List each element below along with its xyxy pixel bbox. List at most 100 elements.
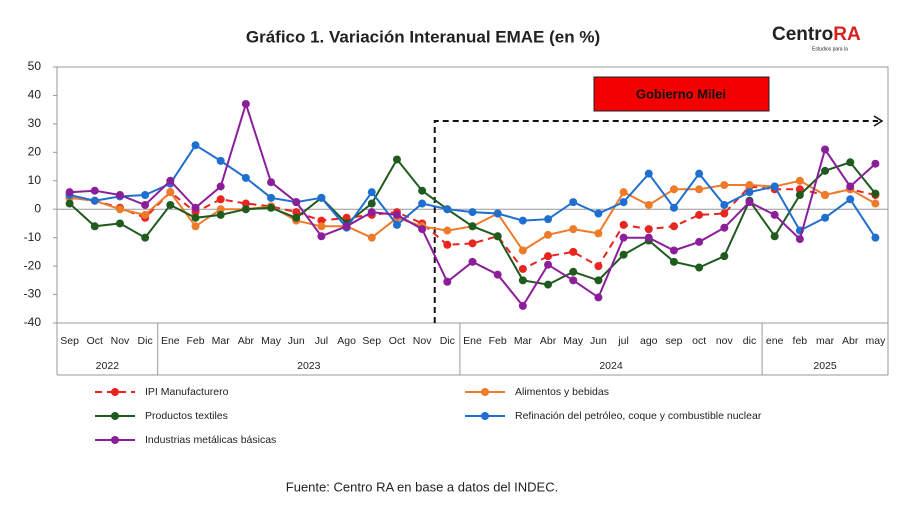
series-point xyxy=(871,189,880,198)
legend-label: Productos textiles xyxy=(145,410,228,422)
series-point xyxy=(392,210,401,219)
series-point xyxy=(141,210,150,219)
x-group-label: 2025 xyxy=(813,360,837,372)
series-point xyxy=(90,196,99,205)
series-point xyxy=(745,198,754,207)
x-tick-label: Abr xyxy=(842,335,859,347)
series-point xyxy=(669,246,678,255)
series-point xyxy=(367,233,376,242)
series-point xyxy=(770,232,779,241)
series-point xyxy=(695,185,704,194)
series-point xyxy=(468,208,477,217)
series-point xyxy=(518,216,527,225)
series-point xyxy=(619,233,628,242)
series-point xyxy=(846,195,855,204)
series-point xyxy=(695,169,704,178)
series-point xyxy=(317,193,326,202)
series-point xyxy=(569,198,578,207)
series-point xyxy=(493,232,502,241)
x-tick-label: May xyxy=(261,335,282,347)
series-point xyxy=(115,191,124,199)
series-point xyxy=(90,222,99,231)
chart-title: Gráfico 1. Variación Interanual EMAE (en… xyxy=(246,27,600,46)
logo-name: CentroRA xyxy=(772,24,861,45)
series-point xyxy=(821,191,830,199)
legend-swatch-point xyxy=(111,436,119,444)
x-tick-label: Ene xyxy=(463,335,482,347)
x-tick-label: Oct xyxy=(389,335,405,347)
y-tick-label: 50 xyxy=(28,59,42,73)
legend-label: Refinación del petróleo, coque y combust… xyxy=(515,410,762,422)
series-point xyxy=(90,186,99,195)
annotation-box xyxy=(593,76,770,112)
series-point xyxy=(241,99,250,108)
series-point xyxy=(317,222,326,231)
series-point xyxy=(65,199,74,208)
series-point xyxy=(795,191,804,199)
series-point xyxy=(544,215,553,224)
series-point xyxy=(871,199,880,208)
series-point xyxy=(443,240,452,249)
x-tick-label: Nov xyxy=(413,335,432,347)
series-point xyxy=(644,233,653,242)
series-point xyxy=(695,263,704,272)
series-point xyxy=(644,200,653,209)
series-point xyxy=(191,141,200,150)
x-tick-label: Nov xyxy=(111,335,130,347)
series-point xyxy=(166,200,175,209)
series-point xyxy=(292,208,301,217)
series-point xyxy=(191,203,200,212)
series-point xyxy=(594,262,603,271)
x-tick-label: Dic xyxy=(440,335,455,347)
x-tick-label: nov xyxy=(716,335,734,347)
series-point xyxy=(216,156,225,165)
logo-tagline: Estudios para la xyxy=(812,46,848,52)
x-tick-label: Jul xyxy=(315,335,328,347)
series-point xyxy=(669,257,678,266)
x-tick-label: Ago xyxy=(337,335,356,347)
series-point xyxy=(418,199,427,208)
series-point xyxy=(141,233,150,242)
y-tick-label: 20 xyxy=(28,145,42,159)
series-point xyxy=(115,219,124,228)
series-point xyxy=(720,223,729,232)
series-point xyxy=(669,222,678,231)
series-point xyxy=(367,208,376,217)
series-point xyxy=(418,186,427,195)
y-tick-label: -20 xyxy=(24,258,42,272)
series-point xyxy=(468,222,477,231)
series-point xyxy=(619,220,628,229)
series-point xyxy=(191,213,200,222)
milei-arrowhead xyxy=(873,115,884,127)
series-point xyxy=(544,252,553,261)
series-point xyxy=(594,229,603,238)
series-point xyxy=(720,181,729,190)
series-point xyxy=(619,198,628,207)
series-point xyxy=(544,230,553,239)
y-tick-label: 10 xyxy=(28,173,42,187)
logo-accent: RA xyxy=(833,24,861,45)
series-point xyxy=(569,225,578,234)
series-point xyxy=(216,182,225,191)
series-point xyxy=(216,210,225,219)
x-tick-label: May xyxy=(563,335,584,347)
x-tick-label: Ene xyxy=(161,335,180,347)
series-point xyxy=(720,200,729,209)
series-point xyxy=(241,205,250,214)
series-point xyxy=(443,205,452,214)
x-tick-label: dic xyxy=(743,335,756,347)
series-point xyxy=(669,203,678,212)
x-tick-label: Feb xyxy=(489,335,507,347)
source: Fuente: Centro RA en base a datos del IN… xyxy=(286,479,558,494)
legend-swatch-point xyxy=(481,412,489,420)
x-group-label: 2023 xyxy=(297,360,321,372)
annotation: Gobierno Milei xyxy=(636,86,726,101)
series-point xyxy=(367,188,376,197)
series-point xyxy=(267,178,276,187)
series-point xyxy=(166,188,175,197)
legend-swatch-point xyxy=(481,388,489,396)
series-point xyxy=(594,276,603,285)
series-point xyxy=(821,166,830,175)
series-point xyxy=(619,250,628,259)
x-tick-label: mar xyxy=(816,335,835,347)
